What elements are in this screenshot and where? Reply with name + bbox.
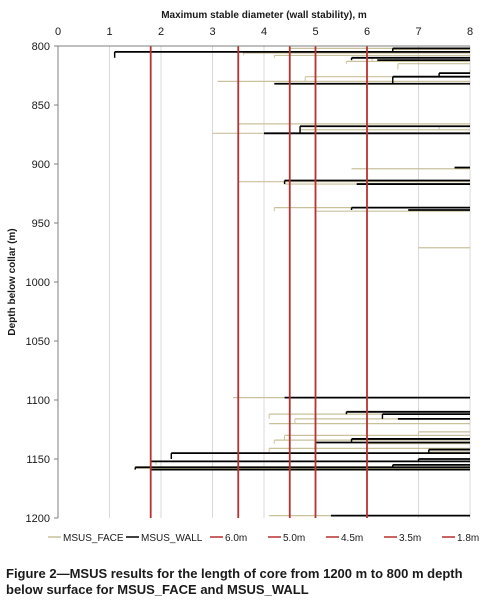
x-tick-label: 3: [209, 26, 215, 38]
legend-label: 4.5m: [341, 533, 363, 544]
legend-label: 6.0m: [225, 533, 247, 544]
x-axis-label: Maximum stable diameter (wall stability)…: [161, 10, 367, 21]
x-tick-label: 6: [364, 26, 370, 38]
y-tick-label: 1150: [26, 454, 50, 466]
y-tick-label: 1000: [26, 277, 50, 289]
legend-label: 5.0m: [283, 533, 305, 544]
x-tick-label: 4: [261, 26, 267, 38]
y-tick-label: 950: [32, 218, 50, 230]
legend-label: MSUS_FACE: [63, 533, 124, 544]
y-tick-label: 1100: [26, 395, 50, 407]
x-tick-label: 0: [55, 26, 61, 38]
y-tick-label: 800: [32, 41, 50, 53]
axes: 0 1 2 3 4 5 6 7 8 800 850 900 950 1000 1050 1100 1150 120…: [26, 26, 474, 525]
x-tick-label: 8: [467, 26, 473, 38]
legend-label: MSUS_WALL: [141, 533, 203, 544]
x-tick-label: 1: [106, 26, 112, 38]
y-tick-label: 900: [32, 159, 50, 171]
grid: [57, 46, 471, 518]
msus-chart: Maximum stable diameter (wall stability)…: [7, 10, 479, 544]
msus-face-series: [114, 47, 471, 517]
y-tick-label: 850: [32, 100, 50, 112]
x-tick-label: 7: [415, 26, 421, 38]
y-tick-label: 1050: [26, 336, 50, 348]
msus-wall-series: [113, 47, 470, 517]
legend: MSUS_FACE MSUS_WALL 6.0m 5.0m 4.5m 3.5m 1.8m: [48, 533, 479, 544]
y-axis-label: Depth below collar (m): [7, 228, 18, 335]
legend-label: 3.5m: [399, 533, 421, 544]
x-tick-label: 5: [312, 26, 318, 38]
reference-lines: [149, 46, 368, 518]
x-tick-label: 2: [158, 26, 164, 38]
figure-caption: Figure 2—MSUS results for the length of …: [6, 566, 463, 597]
legend-label: 1.8m: [457, 533, 479, 544]
y-tick-label: 1200: [26, 513, 50, 525]
